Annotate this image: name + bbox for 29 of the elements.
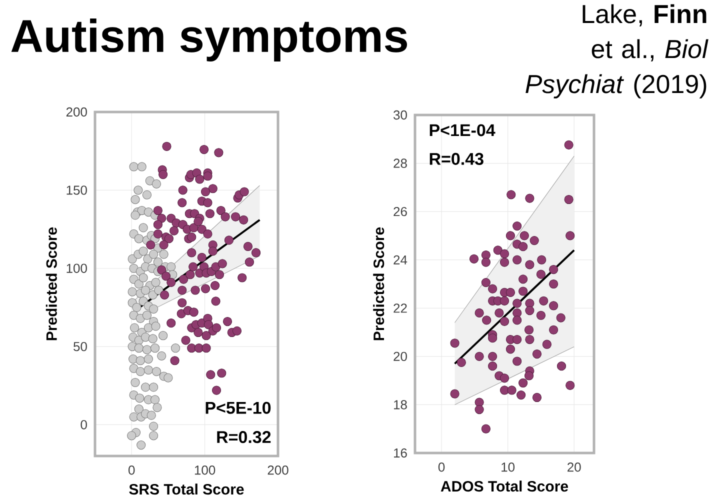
text: Lake, Finn et al., Biol Psychiat (2019) xyxy=(526,4,708,98)
y-tick-label: 16 xyxy=(394,448,407,458)
annotation: R=0.43 xyxy=(430,152,484,165)
chart-title: Autism symptoms xyxy=(11,18,408,62)
annotation: P<5E-10 xyxy=(206,402,271,414)
annotation: P<1E-04 xyxy=(430,124,496,136)
y-tick-label: 18 xyxy=(394,400,407,410)
y-tick-label: 30 xyxy=(394,110,407,120)
x-tick-label: 0 xyxy=(438,462,445,472)
y-tick-label: 24 xyxy=(394,255,408,264)
y-tick-label: 26 xyxy=(394,206,407,216)
y-tick-label: 100 xyxy=(66,264,87,273)
y-tick-label: 150 xyxy=(66,186,87,195)
annotation: R=0.32 xyxy=(217,431,271,444)
x-tick-label: 100 xyxy=(194,466,216,475)
x-tick-label: 10 xyxy=(502,462,515,472)
y-tick-label: 50 xyxy=(74,342,87,352)
x-tick-label: 20 xyxy=(568,462,581,472)
y-tick-label: 200 xyxy=(66,107,87,117)
x-axis-title: ADOS Total Score xyxy=(440,480,568,492)
y-axis-title: Predicted Score xyxy=(46,227,57,340)
y-tick-label: 0 xyxy=(80,420,87,430)
y-tick-label: 28 xyxy=(394,158,407,168)
x-tick-label: 0 xyxy=(128,466,135,475)
x-axis-title: SRS Total Score xyxy=(129,484,244,495)
y-tick-label: 20 xyxy=(394,352,407,362)
y-axis-title: Predicted Score xyxy=(373,227,384,340)
x-tick-label: 200 xyxy=(268,466,288,475)
y-tick-label: 22 xyxy=(394,304,407,313)
